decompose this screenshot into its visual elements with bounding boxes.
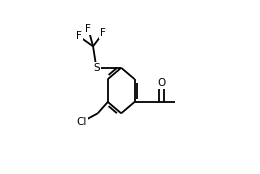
Text: Cl: Cl xyxy=(76,117,87,127)
Text: S: S xyxy=(93,63,100,73)
Text: F: F xyxy=(86,24,91,34)
Text: F: F xyxy=(100,28,106,38)
Text: O: O xyxy=(157,78,166,88)
Text: F: F xyxy=(76,31,82,41)
